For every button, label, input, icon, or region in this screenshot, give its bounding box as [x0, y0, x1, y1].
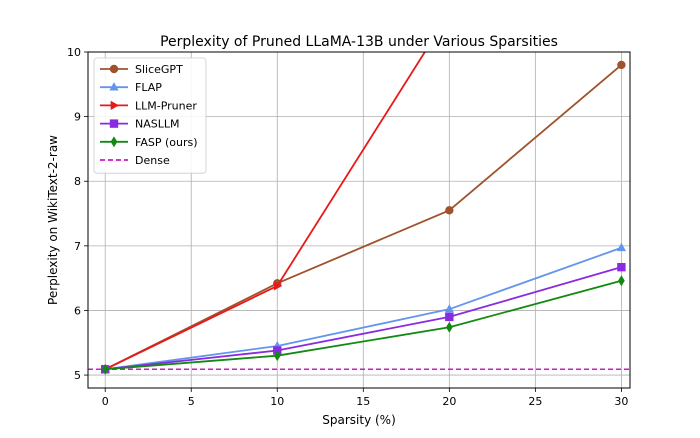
fasp-ours-point — [445, 321, 453, 333]
x-tick-label: 25 — [528, 395, 542, 408]
plot-area — [88, 9, 630, 375]
flap-point — [616, 242, 627, 252]
legend-marker-fasp-ours — [110, 136, 118, 148]
flap-line — [105, 246, 622, 371]
nasllm-point — [617, 262, 626, 272]
legend: SliceGPT FLAP LLM-Pruner NASLLM FASP (ours) D… — [93, 57, 207, 174]
y-tick-label: 5 — [74, 369, 81, 382]
legend-marker-flap — [109, 82, 119, 91]
llm-pruner-point — [273, 281, 283, 291]
legend-marker-llm-pruner — [110, 100, 120, 111]
legend-label-slicegpt: SliceGPT — [135, 63, 183, 76]
nasllm-line — [105, 266, 622, 371]
legend-marker-slicegpt — [109, 64, 119, 74]
legend-label-llm-pruner: LLM-Pruner — [135, 99, 197, 112]
legend-label-fasp-ours: FASP (ours) — [135, 136, 198, 149]
legend-label-nasllm: NASLLM — [135, 118, 179, 131]
plot-frame — [87, 51, 631, 389]
legend-marker-nasllm — [109, 119, 119, 128]
flap-point — [444, 304, 454, 313]
slicegpt-point — [617, 60, 626, 70]
y-axis-label: Perplexity on WikiText-2-raw — [46, 135, 60, 305]
legend-label-dense: Dense — [135, 154, 170, 167]
x-tick-label: 5 — [188, 395, 195, 408]
legend-label-flap: FLAP — [135, 81, 162, 94]
nasllm-point — [445, 312, 454, 322]
x-axis-label: Sparsity (%) — [322, 413, 396, 427]
y-tick-label: 6 — [74, 304, 81, 317]
x-tick-label: 15 — [356, 395, 370, 408]
llm-pruner-point — [446, 9, 454, 18]
fasp-ours-point — [101, 363, 109, 375]
x-tick-label: 20 — [442, 395, 456, 408]
fasp-ours-point — [273, 350, 281, 362]
x-tick-label: 30 — [614, 395, 628, 408]
chart-title: Perplexity of Pruned LLaMA-13B under Var… — [160, 34, 558, 50]
fasp-ours-line — [105, 279, 622, 371]
slicegpt-point — [445, 206, 454, 215]
y-tick-label: 8 — [74, 175, 81, 188]
y-tick-label: 10 — [67, 46, 81, 59]
fasp-ours-point — [618, 275, 625, 287]
slicegpt-line — [104, 64, 622, 371]
y-tick-label: 9 — [74, 111, 81, 124]
x-tick-label: 0 — [102, 395, 109, 408]
y-tick-label: 7 — [74, 240, 81, 253]
axes: 0 5 10 15 20 25 30 5 6 7 8 9 10 — [67, 46, 628, 408]
x-tick-label: 10 — [270, 395, 284, 408]
